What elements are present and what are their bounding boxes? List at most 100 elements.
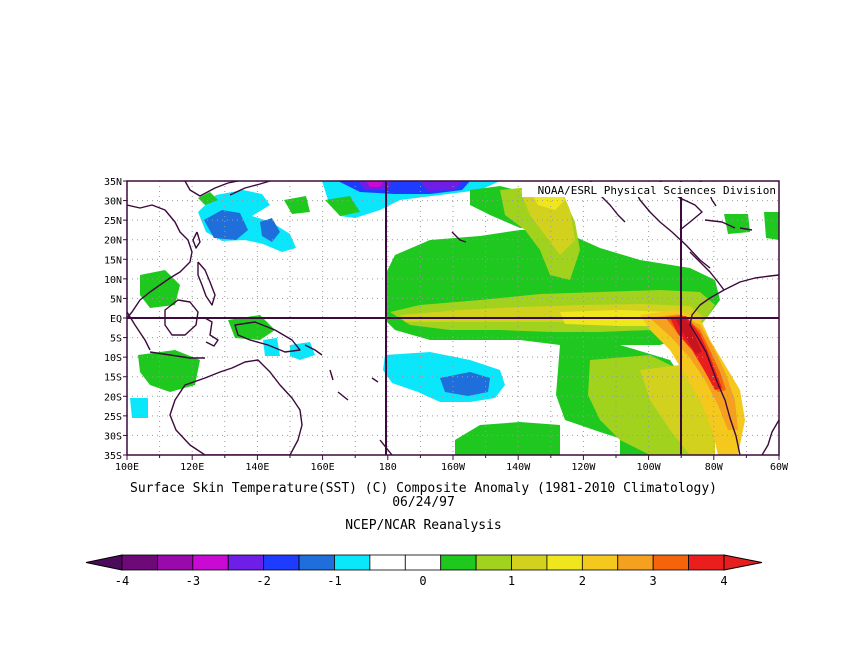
colorbar-swatch xyxy=(227,554,265,571)
credit-box xyxy=(522,182,778,197)
colorbar-label: -1 xyxy=(327,574,341,588)
lat-label: 15N xyxy=(104,255,122,266)
lat-label: 5N xyxy=(110,294,122,305)
coast-hispaniola xyxy=(739,227,753,231)
lat-label: 25N xyxy=(104,216,122,227)
anomaly-green-west-pacific xyxy=(138,350,200,392)
anomaly-green-south-pacific xyxy=(455,422,560,455)
anomaly-green-west-small xyxy=(140,270,180,308)
lat-label: 25S xyxy=(104,412,122,423)
coast-central-america xyxy=(689,251,725,291)
lon-label: 160W xyxy=(441,462,466,473)
anomaly-green-northwest-corner xyxy=(198,192,218,205)
reference-lines xyxy=(127,181,779,455)
coast-new-caledonia xyxy=(337,391,349,401)
coast-korea-japan xyxy=(184,181,239,197)
anomaly-darkred-peru xyxy=(676,318,702,354)
lat-label: 35S xyxy=(104,451,122,462)
lon-label: 120E xyxy=(180,462,204,473)
colorbar-label: 3 xyxy=(650,574,657,588)
grid-lines xyxy=(127,181,779,455)
coast-fiji xyxy=(371,377,379,383)
lon-label: 80W xyxy=(705,462,724,473)
anomaly-yellow-south xyxy=(640,365,715,455)
coast-borneo xyxy=(164,299,199,336)
coast-new-guinea xyxy=(234,321,301,353)
anomaly-green-right-edge xyxy=(764,212,779,240)
coast-south-america-north xyxy=(723,274,779,291)
coast-hawaii xyxy=(451,231,467,243)
anomaly-green-west-small-2 xyxy=(228,315,275,340)
colorbar-swatch xyxy=(404,554,442,571)
colorbar-swatch xyxy=(652,554,689,571)
anomaly-orange-peru xyxy=(640,310,745,455)
coast-java xyxy=(149,351,205,359)
lon-label: 100W xyxy=(637,462,662,473)
anomaly-green-nw xyxy=(284,196,310,214)
anomaly-orange2-peru xyxy=(650,314,738,430)
colorbar-label: 2 xyxy=(579,574,586,588)
lat-label: 10N xyxy=(104,275,122,286)
colorbar-label: 0 xyxy=(419,574,426,588)
colorbar-swatch xyxy=(298,554,335,571)
anomaly-south-cyan-small xyxy=(130,398,148,418)
colorbar-swatch xyxy=(617,554,654,571)
colorbar-label: -4 xyxy=(115,574,129,588)
colorbar-label: -2 xyxy=(256,574,270,588)
lat-label: 10S xyxy=(104,353,122,364)
longitude-labels: 100E 120E 140E 160E 180 160W 140W 120W 100W 80W 60… xyxy=(115,462,789,473)
caption-title: Surface Skin Temperature(SST) (C) Compos… xyxy=(130,481,717,496)
lat-label: 30N xyxy=(104,197,122,208)
lat-label: 5S xyxy=(110,334,122,345)
colorbar-labels: -4 -3 -2 -1 0 1 2 3 4 xyxy=(115,574,728,588)
coast-south-america-west xyxy=(689,289,741,455)
colorbar-swatch xyxy=(440,554,477,571)
colorbar-swatch xyxy=(121,554,158,571)
lat-label: 30S xyxy=(104,431,122,442)
lat-label: 15S xyxy=(104,373,122,384)
colorbar-under-arrow xyxy=(85,554,123,571)
coast-cuba xyxy=(704,219,736,229)
caption-date: 06/24/97 xyxy=(392,495,455,510)
lon-label: 180 xyxy=(379,462,397,473)
lon-label: 120W xyxy=(571,462,596,473)
colorbar-swatch xyxy=(157,554,194,571)
colorbar-label: -3 xyxy=(186,574,200,588)
lat-label: 20S xyxy=(104,392,122,403)
coast-asia xyxy=(127,204,193,319)
coast-new-zealand xyxy=(379,439,393,455)
coast-solomon xyxy=(304,344,323,356)
coast-taiwan xyxy=(192,231,201,249)
coast-vanuatu xyxy=(329,369,334,381)
anomaly-south-pacific-blue xyxy=(440,372,490,396)
colorbar xyxy=(85,554,763,571)
coast-sulawesi xyxy=(204,317,219,347)
anomaly-dateline-purple-2 xyxy=(420,181,462,191)
colorbar-label: 4 xyxy=(720,574,727,588)
axis-ticks xyxy=(123,180,780,460)
colorbar-swatch xyxy=(263,554,300,571)
colorbar-swatch xyxy=(475,554,512,571)
colorbar-over-arrow xyxy=(723,554,763,571)
anomaly-magenta xyxy=(366,181,384,187)
colorbar-swatch xyxy=(511,554,548,571)
lat-label: 35N xyxy=(104,177,122,188)
anomaly-green-north-2 xyxy=(325,196,360,216)
colorbar-swatch xyxy=(369,554,406,571)
colorbar-swatch xyxy=(581,554,619,571)
lon-label: 140E xyxy=(245,462,269,473)
lon-label: 140W xyxy=(506,462,531,473)
colorbar-swatch xyxy=(192,554,229,571)
lon-label: 160E xyxy=(311,462,335,473)
anomaly-north-pacific-blue xyxy=(204,210,248,240)
lat-label: 20N xyxy=(104,236,122,247)
colorbar-label: 1 xyxy=(508,574,515,588)
anomaly-northwest-blue xyxy=(260,218,280,242)
credit-label: NOAA/ESRL Physical Sciences Division xyxy=(538,184,776,197)
latitude-labels: 35N 30N 25N 20N 15N 10N 5N EQ 5S 10S 15S 20S 25S 30S 3… xyxy=(104,177,122,462)
colorbar-swatch xyxy=(546,554,583,571)
lon-label: 60W xyxy=(770,462,789,473)
coast-australia xyxy=(169,359,303,455)
anomaly-fields xyxy=(130,181,779,455)
coast-mexico xyxy=(634,189,711,269)
